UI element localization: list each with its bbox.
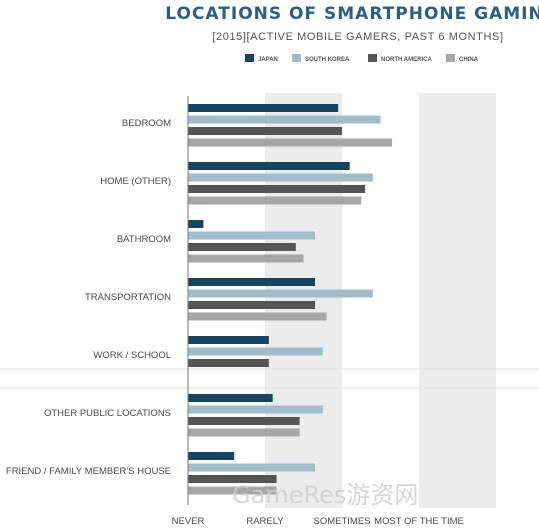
band-2 [419,93,496,508]
category-label: BATHROOM [117,234,171,245]
category-label: TRANSPORTATION [85,292,171,303]
legend-swatch [368,54,377,62]
x-tick-label: MOST OF THE TIME [374,516,464,527]
background-bands [0,93,539,508]
bar [188,405,323,414]
bar [188,301,316,309]
bar [188,463,316,472]
bar [188,104,339,112]
bars [188,104,393,495]
bar [188,289,373,298]
bar [188,138,393,147]
category-label: OTHER PUBLIC LOCATIONS [44,408,171,419]
bar [188,486,277,495]
category-label: BEDROOM [122,118,171,129]
legend-label: NORTH AMERICA [381,57,432,63]
bar [188,196,362,205]
bar [188,254,304,263]
bar [188,336,269,344]
band-1 [265,93,342,508]
bar [188,243,296,251]
x-tick-label: SOMETIMES [313,516,370,527]
x-tick-label: NEVER [172,516,205,527]
legend-label: CHINA [459,57,479,63]
legend-swatch [446,54,455,62]
bar [188,417,300,425]
bar [188,162,350,170]
category-labels: BEDROOM HOME (OTHER) BATHROOM TRANSPORTATIO… [6,118,171,477]
bar [188,231,316,240]
bar [188,359,269,367]
bar [188,127,342,135]
bar [188,115,381,124]
legend: JAPAN SOUTH KOREA NORTH AMERICA CHINA [245,54,479,63]
category-label: FRIEND / FAMILY MEMBER'S HOUSE [6,466,171,477]
legend-swatch [245,54,254,62]
bar [188,452,235,460]
legend-label: JAPAN [258,57,278,63]
bar [188,394,273,402]
bar [188,475,277,483]
x-tick-label: RARELY [246,516,284,527]
bar [188,185,366,193]
category-label: HOME (OTHER) [100,176,171,187]
legend-label: SOUTH KOREA [305,57,350,63]
legend-swatch [292,54,301,62]
watermark: GameRes游资网 [232,481,418,509]
bar [188,428,300,437]
bar [188,220,204,228]
x-axis-ticks: NEVER RARELY SOMETIMES MOST OF THE TIME [172,516,464,527]
bar [188,312,327,321]
chart-title: LOCATIONS OF SMARTPHONE GAMING [165,4,539,24]
bar [188,278,316,286]
bar [188,347,323,356]
bar [188,173,373,182]
category-label: WORK / SCHOOL [93,350,171,361]
chart-subtitle: [2015][ACTIVE MOBILE GAMERS, PAST 6 MONT… [212,31,503,43]
